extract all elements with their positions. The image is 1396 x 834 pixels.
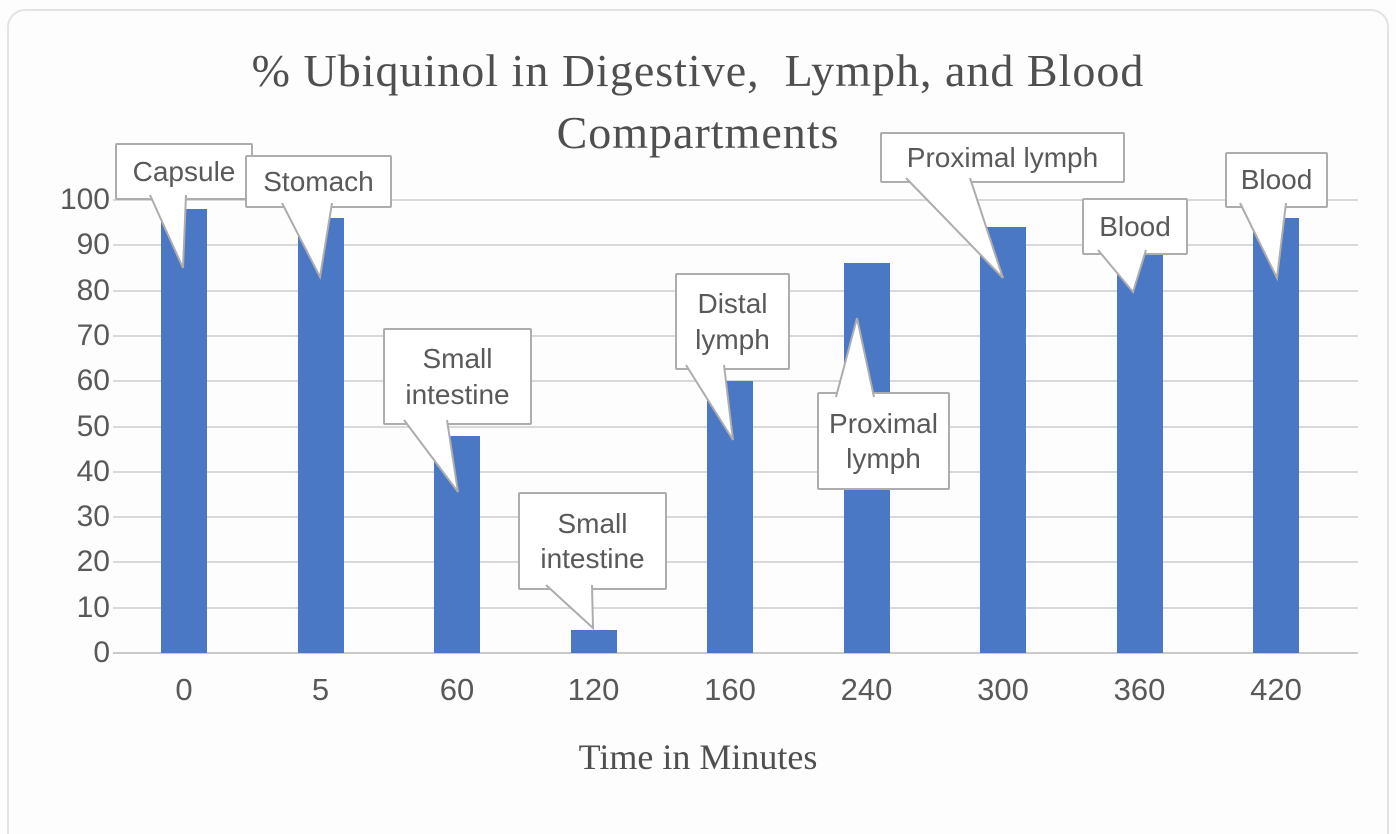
bar-360min (1116, 254, 1163, 653)
bar-0min (161, 209, 207, 653)
gridline (113, 652, 1358, 654)
y-tick-label: 20 (76, 545, 110, 579)
bar-300min (980, 227, 1026, 653)
bar-label-callout: Small intestine (518, 492, 667, 590)
x-tick-label: 360 (1113, 672, 1166, 707)
bar-label-callout: Blood (1225, 152, 1328, 208)
x-axis-title: Time in Minutes (578, 737, 818, 777)
x-tick-label: 420 (1250, 672, 1302, 707)
chart-title-line2: Compartments (556, 107, 840, 158)
y-tick-label: 100 (59, 183, 110, 216)
y-tick-label: 80 (76, 273, 110, 307)
bar-5min (297, 218, 344, 653)
y-tick-label: 60 (76, 364, 110, 398)
callout-label: Distal lymph (695, 288, 770, 355)
y-tick-label: 30 (76, 500, 110, 534)
x-tick-label: 5 (311, 672, 330, 707)
bar-60min (434, 435, 480, 653)
callout-label: Small intestine (405, 343, 510, 410)
x-tick-label: 60 (439, 672, 475, 707)
y-tick-label: 90 (76, 228, 110, 262)
y-tick-label: 50 (76, 409, 110, 443)
y-tick-label: 10 (76, 590, 110, 624)
bar-label-callout: Blood (1082, 198, 1188, 255)
y-tick-label: 0 (93, 636, 110, 669)
callout-label: Small intestine (540, 507, 645, 574)
callout-label: Capsule (132, 155, 236, 187)
bar-label-callout: Proximal lymph (880, 132, 1125, 183)
bar-label-callout: Distal lymph (675, 273, 790, 370)
bar-120min (570, 630, 617, 653)
bar-label-callout: Small intestine (383, 328, 532, 425)
callout-label: Proximal lymph (906, 141, 1099, 173)
chart-title-line1: % Ubiquinol in Digestive, Lymph, and Blo… (251, 45, 1145, 96)
bar-label-callout: Proximal lymph (817, 392, 950, 490)
x-tick-label: 300 (977, 672, 1029, 707)
bar-label-callout: Capsule (115, 143, 253, 200)
x-tick-label: 240 (840, 672, 893, 707)
x-tick-label: 120 (567, 672, 620, 707)
callout-label: Blood (1240, 164, 1313, 196)
x-tick-label: 0 (175, 672, 193, 707)
callout-label: Proximal lymph (829, 407, 938, 474)
bar-label-callout: Stomach (245, 155, 392, 208)
gridline (113, 199, 1358, 201)
y-tick-label: 40 (76, 454, 110, 488)
callout-label: Stomach (263, 165, 374, 197)
gridline (113, 244, 1358, 247)
bar-420min (1253, 218, 1299, 653)
x-tick-label: 160 (704, 672, 756, 707)
callout-label: Blood (1099, 210, 1171, 242)
bar-160min (707, 381, 753, 653)
y-tick-label: 70 (76, 318, 110, 352)
